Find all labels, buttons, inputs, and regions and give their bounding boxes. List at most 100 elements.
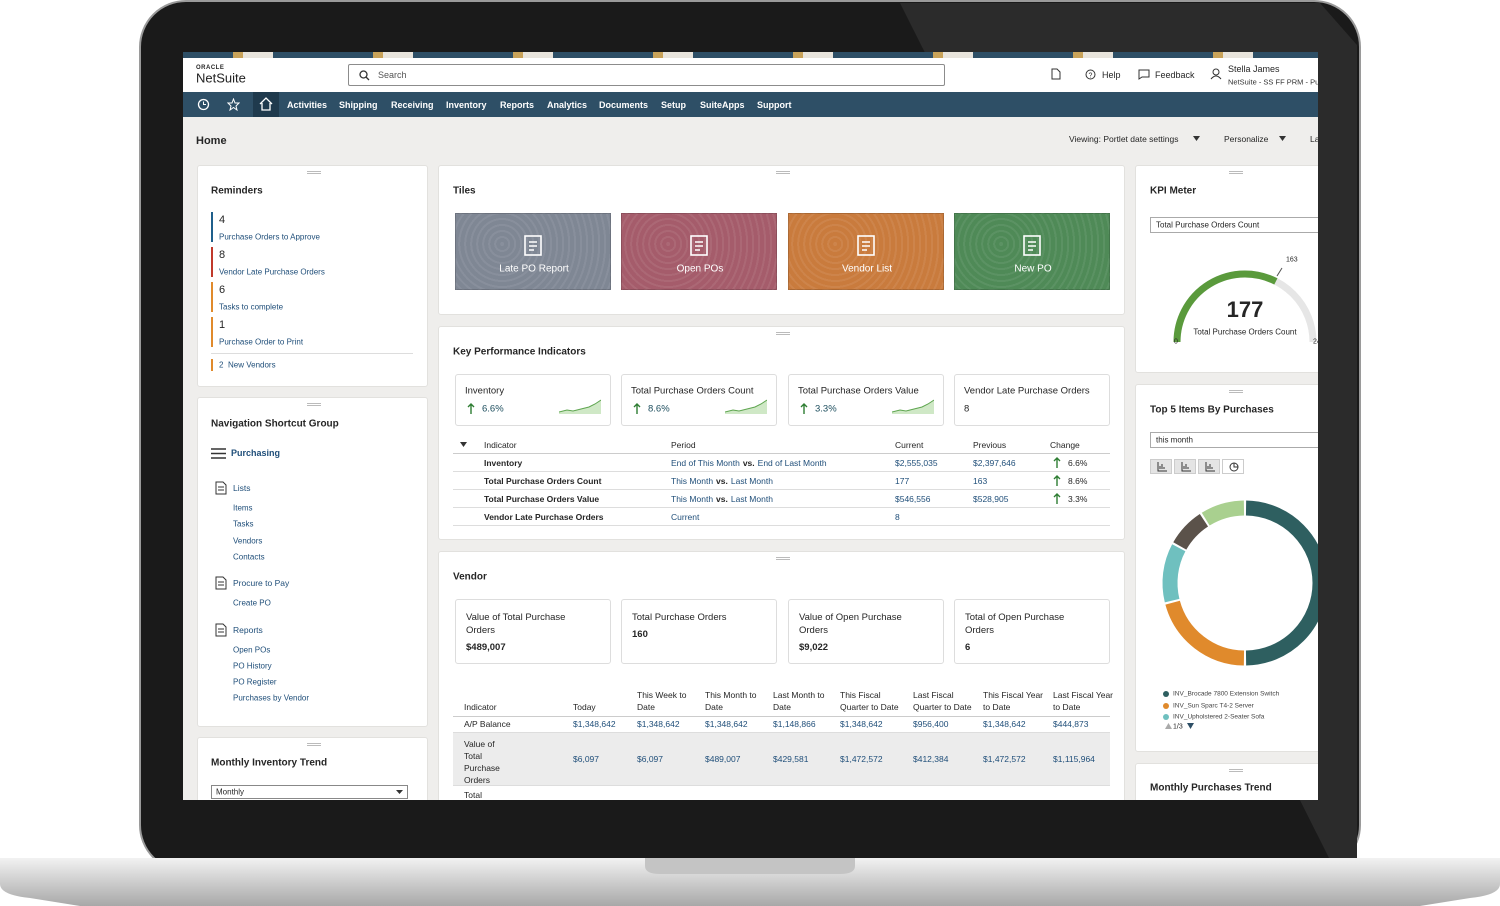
nav-item[interactable]: Shipping (339, 100, 378, 110)
nav-item[interactable]: Setup (661, 100, 687, 110)
personalize-menu[interactable]: Personalize (1224, 134, 1269, 144)
feedback-icon (1138, 69, 1150, 80)
search-box[interactable]: Search (348, 64, 945, 86)
period: Last Month (730, 476, 773, 486)
previous: $2,397,646 (973, 458, 1016, 468)
shortcut-link[interactable]: Open POs (233, 645, 271, 654)
tile[interactable]: New PO (954, 213, 1110, 290)
reminder-label[interactable]: Purchase Order to Print (219, 337, 304, 347)
nav-item[interactable]: Support (757, 100, 792, 110)
shortcut-link[interactable]: Create PO (233, 598, 271, 608)
nav-item[interactable]: Receiving (391, 100, 434, 110)
kpi-change: 3.3% (815, 403, 837, 415)
pager: 1/3 (1173, 723, 1183, 731)
shortcut-link[interactable]: Purchases by Vendor (233, 693, 310, 703)
vendor-card: Value of Total Purchase Orders $489,007 (455, 599, 611, 664)
chart-type-button[interactable] (1198, 459, 1220, 474)
donut-segment[interactable] (1173, 513, 1209, 550)
layout-menu[interactable]: La (1310, 134, 1318, 144)
shortcut-link[interactable]: PO History (233, 661, 272, 671)
section-icon (215, 623, 227, 636)
reminder-bar (211, 212, 213, 242)
help[interactable]: Help (1102, 70, 1121, 80)
pager-down-part (1187, 723, 1194, 729)
shortcut-link[interactable]: Tasks (233, 519, 254, 529)
nav-item[interactable]: Analytics (547, 100, 588, 110)
tile[interactable]: Late PO Report (455, 213, 611, 290)
gauge (1173, 267, 1317, 343)
reminder-label[interactable]: Tasks to complete (219, 302, 284, 312)
donut-segment[interactable] (1162, 544, 1186, 603)
tile-icon-part (857, 235, 875, 256)
up-arrow (800, 403, 808, 414)
section-title[interactable]: Procure to Pay (233, 578, 290, 589)
nav-item[interactable]: Reports (500, 100, 535, 110)
table-header: Period (671, 440, 696, 450)
drag-handle (1229, 769, 1243, 772)
indicator: Inventory (484, 458, 523, 468)
value: $1,348,642 (573, 719, 616, 729)
period: End of Last Month (757, 458, 827, 468)
section-icon-part (215, 623, 227, 636)
period: vs. (716, 494, 728, 504)
shortcut-link[interactable]: Vendors (233, 536, 263, 546)
reminder-label[interactable]: Vendor Late Purchase Orders (219, 267, 325, 277)
viewing-menu[interactable]: Viewing: Portlet date settings (1069, 134, 1179, 144)
table-header: This Month to Date (705, 690, 757, 712)
section-icon-part (218, 486, 224, 491)
home-icon (259, 97, 273, 111)
legend-label[interactable]: INV_Upholstered 2-Seater Sofa (1173, 713, 1265, 721)
legend-label[interactable]: INV_Sun Sparc T4-2 Server (1173, 702, 1254, 709)
donut-segment[interactable] (1245, 500, 1318, 666)
section-icon-part (218, 628, 224, 632)
chart-type-button[interactable] (1222, 459, 1244, 474)
select[interactable]: Monthly (211, 785, 408, 799)
legend-dot (1163, 691, 1169, 697)
reminder-label[interactable]: New Vendors (228, 360, 276, 370)
tile[interactable]: Vendor List (788, 213, 944, 290)
select[interactable]: this month (1150, 432, 1318, 448)
shortcut-link[interactable]: PO Register (233, 677, 277, 687)
drag-handle (775, 171, 790, 174)
chart-type-button[interactable] (1150, 459, 1172, 474)
nav-item[interactable]: Documents (599, 100, 649, 110)
section-title[interactable]: Lists (233, 483, 251, 493)
meter-min: 0 (1174, 338, 1178, 346)
table-header: Indicator (484, 440, 517, 450)
nav-item[interactable]: Inventory (446, 100, 487, 110)
period: This Month (671, 494, 714, 504)
chart-type-icon (1229, 462, 1239, 472)
reminder-count: 6 (219, 284, 226, 296)
shortcut-link[interactable]: Contacts (233, 552, 265, 562)
donut-segment[interactable] (1165, 600, 1245, 666)
table-header: Last Fiscal Year to Date (1053, 690, 1114, 712)
up-arrow (1053, 493, 1061, 504)
shortcut-link[interactable]: Items (233, 503, 253, 513)
row-line (453, 785, 1110, 786)
portlet-title: Key Performance Indicators (453, 346, 586, 358)
legend-dot (1163, 702, 1169, 709)
reminder-label[interactable]: Purchase Orders to Approve (219, 232, 320, 242)
select[interactable]: Total Purchase Orders Count (1150, 217, 1318, 233)
caret-part (1193, 136, 1200, 141)
change: 6.6% (1068, 458, 1088, 468)
select-value: Total Purchase Orders Count (1156, 220, 1260, 230)
tile-label: Late PO Report (499, 263, 569, 275)
caret-part (396, 790, 403, 794)
tile[interactable]: Open POs (621, 213, 777, 290)
legend-label[interactable]: INV_Brocade 7800 Extension Switch (1173, 690, 1280, 698)
value: $6,097 (637, 754, 663, 764)
top-band (183, 52, 1318, 58)
drag-handle (1229, 390, 1243, 393)
feedback[interactable]: Feedback (1155, 70, 1195, 80)
page-title: Home (196, 135, 227, 147)
nav-item[interactable]: Activities (287, 100, 328, 110)
up-arrow-part (800, 403, 808, 414)
current: 177 (895, 476, 910, 486)
shortcut-group[interactable]: Purchasing (231, 448, 281, 458)
chart-type-button[interactable] (1174, 459, 1196, 474)
section-title[interactable]: Reports (233, 624, 263, 635)
tile-icon-part (1028, 241, 1036, 251)
donut-segment[interactable] (1201, 500, 1245, 526)
nav-item[interactable]: SuiteApps (700, 100, 745, 110)
